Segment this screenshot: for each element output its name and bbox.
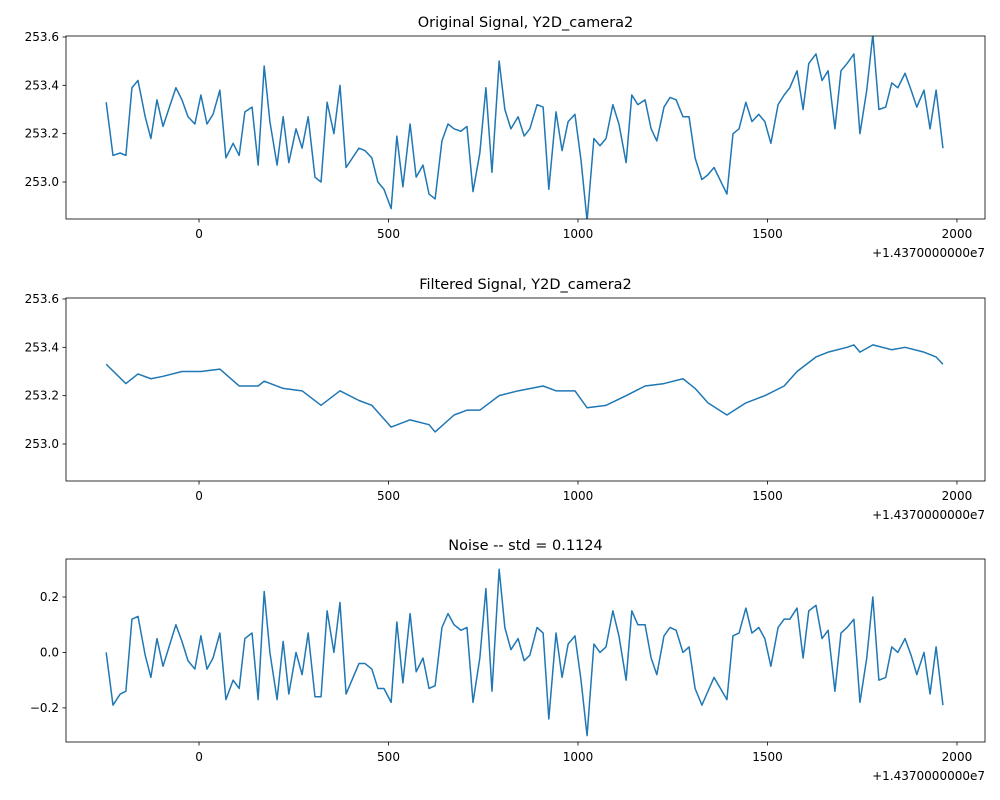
x-tick-label: 1500 xyxy=(752,489,783,503)
signal-line xyxy=(105,568,944,737)
y-tick-label: 0.2 xyxy=(40,590,59,604)
x-tick-label: 1000 xyxy=(563,489,594,503)
y-tick-label: 253.0 xyxy=(25,175,59,189)
axes-frame xyxy=(65,35,986,220)
signal-line xyxy=(105,36,944,219)
x-tick-label: 500 xyxy=(377,750,400,764)
x-tick-label: 2000 xyxy=(942,489,973,503)
x-tick-label: 0 xyxy=(195,489,203,503)
y-tick-label: 0.0 xyxy=(40,645,59,659)
chart-title: Noise -- std = 0.1124 xyxy=(448,538,602,554)
x-tick-label: 500 xyxy=(377,489,400,503)
y-tick-label: 253.2 xyxy=(25,127,59,141)
x-tick-label: 1500 xyxy=(752,227,783,241)
x-tick-label: 1500 xyxy=(752,750,783,764)
chart-title: Filtered Signal, Y2D_camera2 xyxy=(419,277,632,293)
y-tick-label: −0.2 xyxy=(30,701,59,715)
x-offset-label: +1.4370000000e7 xyxy=(872,246,985,260)
x-tick-label: 0 xyxy=(195,750,203,764)
y-tick-label: 253.4 xyxy=(25,78,59,92)
axes-frame xyxy=(65,558,986,743)
x-tick-label: 1000 xyxy=(563,750,594,764)
x-tick-label: 1000 xyxy=(563,227,594,241)
x-tick-label: 500 xyxy=(377,227,400,241)
y-tick-label: 253.2 xyxy=(25,389,59,403)
x-tick-label: 2000 xyxy=(942,750,973,764)
chart-title: Original Signal, Y2D_camera2 xyxy=(418,15,634,31)
y-tick-label: 253.4 xyxy=(25,340,59,354)
signal-line xyxy=(105,344,944,433)
x-offset-label: +1.4370000000e7 xyxy=(872,508,985,522)
y-tick-label: 253.6 xyxy=(25,292,59,306)
x-tick-label: 0 xyxy=(195,227,203,241)
x-offset-label: +1.4370000000e7 xyxy=(872,769,985,783)
y-tick-label: 253.0 xyxy=(25,437,59,451)
x-tick-label: 2000 xyxy=(942,227,973,241)
y-tick-label: 253.6 xyxy=(25,30,59,44)
axes-frame xyxy=(65,297,986,482)
